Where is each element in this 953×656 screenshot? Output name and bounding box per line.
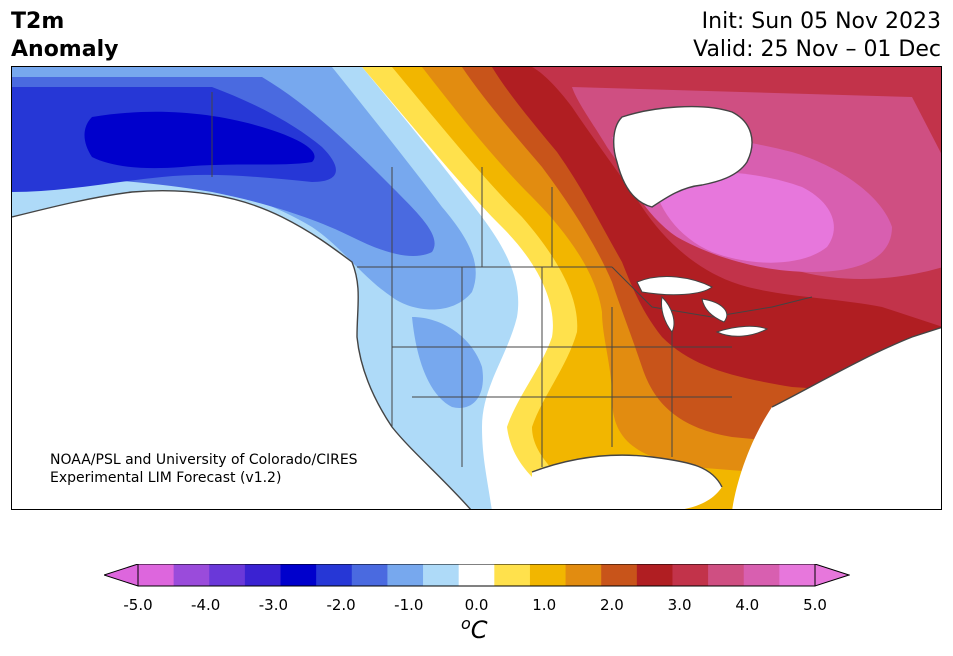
map-title: T2m Anomaly — [11, 8, 118, 64]
colorbar-cell — [601, 564, 638, 586]
title-line-1: T2m — [11, 9, 65, 34]
coastlines — [12, 105, 941, 509]
colorbar-cell — [173, 564, 210, 586]
colorbar-unit: oC — [461, 614, 488, 644]
hudson-bay — [613, 106, 752, 207]
colorbar-tick-label: -3.0 — [258, 596, 289, 614]
anomaly-map: NOAA/PSL and University of Colorado/CIRE… — [11, 66, 942, 510]
colorbar-cell — [779, 564, 816, 586]
colorbar-cell — [244, 564, 282, 586]
colorbar-cells — [138, 564, 816, 586]
colorbar-cell — [636, 564, 673, 586]
title-line-2: Anomaly — [11, 37, 119, 62]
colorbar-cell — [529, 564, 567, 586]
colorbar-cell — [280, 564, 317, 586]
anomaly-band-plus-5-0 — [652, 171, 834, 263]
colorbar-cell — [743, 564, 780, 586]
colorbar-tick-label: 5.0 — [803, 596, 827, 614]
colorbar-cell — [351, 564, 388, 586]
colorbar — [104, 564, 850, 587]
map-canvas: NOAA/PSL and University of Colorado/CIRE… — [12, 67, 941, 509]
colorbar-ticks: -5.0 -4.0 -3.0 -2.0 -1.0 0.0 1.0 2.0 3.0 4.0 5.0 — [0, 596, 953, 616]
political-borders — [211, 92, 813, 467]
colorbar-tick-label: -1.0 — [394, 596, 424, 614]
colorbar-tick-label: 1.0 — [532, 596, 557, 614]
pacific-ocean — [12, 190, 471, 509]
colorbar-cell — [387, 564, 424, 586]
unit-letter: C — [470, 616, 488, 644]
anomaly-band-minus-2-5 — [84, 111, 315, 169]
unit-degree: o — [461, 614, 471, 633]
colorbar-tick-label: -2.0 — [326, 596, 356, 614]
colorbar-tick-label: 2.0 — [599, 596, 624, 614]
colorbar-frame — [137, 564, 816, 587]
valid-range: Valid: 25 Nov – 01 Dec — [693, 37, 941, 62]
colorbar-under-triangle — [104, 564, 139, 587]
great-lakes — [636, 276, 769, 337]
forecast-dates: Init: Sun 05 Nov 2023 Valid: 25 Nov – 01… — [693, 8, 941, 64]
colorbar-tick-label: 4.0 — [735, 596, 760, 614]
colorbar-cell — [458, 564, 495, 586]
gulf-of-mexico — [532, 455, 722, 509]
colorbar-tick-label: 0.0 — [464, 596, 489, 614]
colorbar-cell — [138, 564, 175, 586]
colorbar-tick-label: -4.0 — [191, 596, 221, 614]
colorbar-cell — [423, 564, 460, 586]
atlantic-ocean — [732, 327, 941, 509]
colorbar-cell — [209, 564, 246, 586]
init-date: Init: Sun 05 Nov 2023 — [701, 9, 941, 34]
colorbar-cell — [565, 564, 602, 586]
colorbar-tick-label: -5.0 — [123, 596, 153, 614]
credit-line-2: Experimental LIM Forecast (v1.2) — [50, 470, 281, 486]
colorbar-tick-label: 3.0 — [667, 596, 692, 614]
colorbar-cell — [316, 564, 353, 586]
colorbar-cell — [708, 564, 745, 586]
colorbar-cell — [494, 564, 531, 586]
anomaly-band-minus-1-0-south — [412, 317, 483, 408]
credit-line-1: NOAA/PSL and University of Colorado/CIRE… — [50, 452, 358, 468]
colorbar-over-triangle — [814, 564, 850, 587]
colorbar-cell — [672, 564, 709, 586]
